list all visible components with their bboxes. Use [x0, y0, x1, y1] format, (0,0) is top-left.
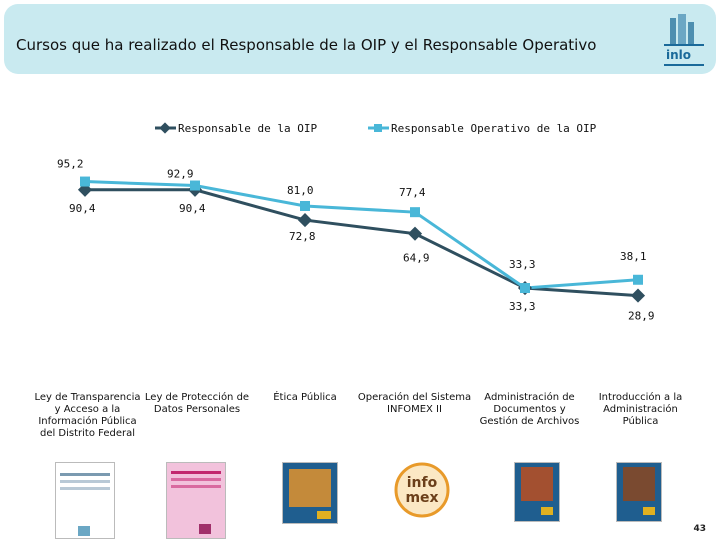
- data-label-series2-2: 92,9: [167, 168, 194, 181]
- logo-building-icon: [664, 14, 704, 66]
- data-label-series2-3: 81,0: [287, 184, 314, 197]
- thumbnail-ethics-course: [282, 462, 338, 524]
- category-label-1: Ley de Transparencia y Acceso a la Inform…: [34, 392, 141, 439]
- data-label-series2-1: 95,2: [57, 158, 84, 171]
- category-label-6: Introducción a la Administración Pública: [598, 392, 683, 427]
- legend-marker-series2: [374, 124, 382, 132]
- data-label-series2-6: 38,1: [620, 250, 647, 263]
- data-point-series2-1: [80, 176, 90, 187]
- data-point-series1-6: [630, 288, 646, 303]
- legend-marker-series1: [159, 122, 171, 134]
- data-label-series1-6: 28,9: [628, 310, 655, 323]
- category-label-5: Administración de Documentos y Gestión de…: [479, 392, 580, 427]
- infomex-logo-line2: mex: [405, 490, 438, 506]
- series-line-2: [84, 180, 639, 290]
- thumbnail-documents-course: [514, 462, 560, 522]
- legend: Responsable de la OIP Responsable Operat…: [155, 122, 597, 135]
- series-line-1: [85, 188, 639, 298]
- data-point-series1-3: [297, 213, 313, 228]
- data-point-series2-4: [410, 207, 420, 218]
- data-label-series1-5: 33,3: [509, 300, 536, 313]
- data-label-series1-3: 72,8: [289, 230, 316, 243]
- thumbnail-data-protection-law: [166, 462, 226, 539]
- page-number: 43: [693, 524, 706, 534]
- data-label-series1-4: 64,9: [403, 252, 430, 265]
- data-point-series2-6: [633, 274, 643, 285]
- infomex-logo-ring: [394, 462, 450, 518]
- legend-label-series2: Responsable Operativo de la OIP: [391, 122, 597, 135]
- institution-logo: inlo: [656, 14, 712, 72]
- header-banner: Cursos que ha realizado el Responsable d…: [4, 4, 716, 74]
- slide-title: Cursos que ha realizado el Responsable d…: [16, 36, 597, 54]
- data-point-series2-2: [190, 180, 200, 191]
- data-point-series2-3: [300, 200, 310, 211]
- category-label-3: Ética Pública: [273, 392, 337, 403]
- data-label-series2-4: 77,4: [399, 186, 426, 199]
- logo-text: inlo: [666, 48, 692, 62]
- data-label-series1-2: 90,4: [179, 202, 206, 215]
- data-point-series2-5: [520, 283, 530, 294]
- data-point-series1-4: [407, 226, 423, 241]
- thumbnail-public-admin-course: [616, 462, 662, 522]
- category-label-2: Ley de Protección de Datos Personales: [144, 392, 250, 415]
- thumbnail-transparency-law: [55, 462, 115, 539]
- legend-label-series1: Responsable de la OIP: [178, 122, 317, 135]
- infomex-logo-line1: info: [407, 475, 438, 491]
- data-label-series2-5: 33,3: [509, 258, 536, 271]
- infomex-logo: info mex: [394, 462, 450, 518]
- category-label-4: Operación del Sistema INFOMEX II: [357, 392, 472, 415]
- data-label-series1-1: 90,4: [69, 202, 96, 215]
